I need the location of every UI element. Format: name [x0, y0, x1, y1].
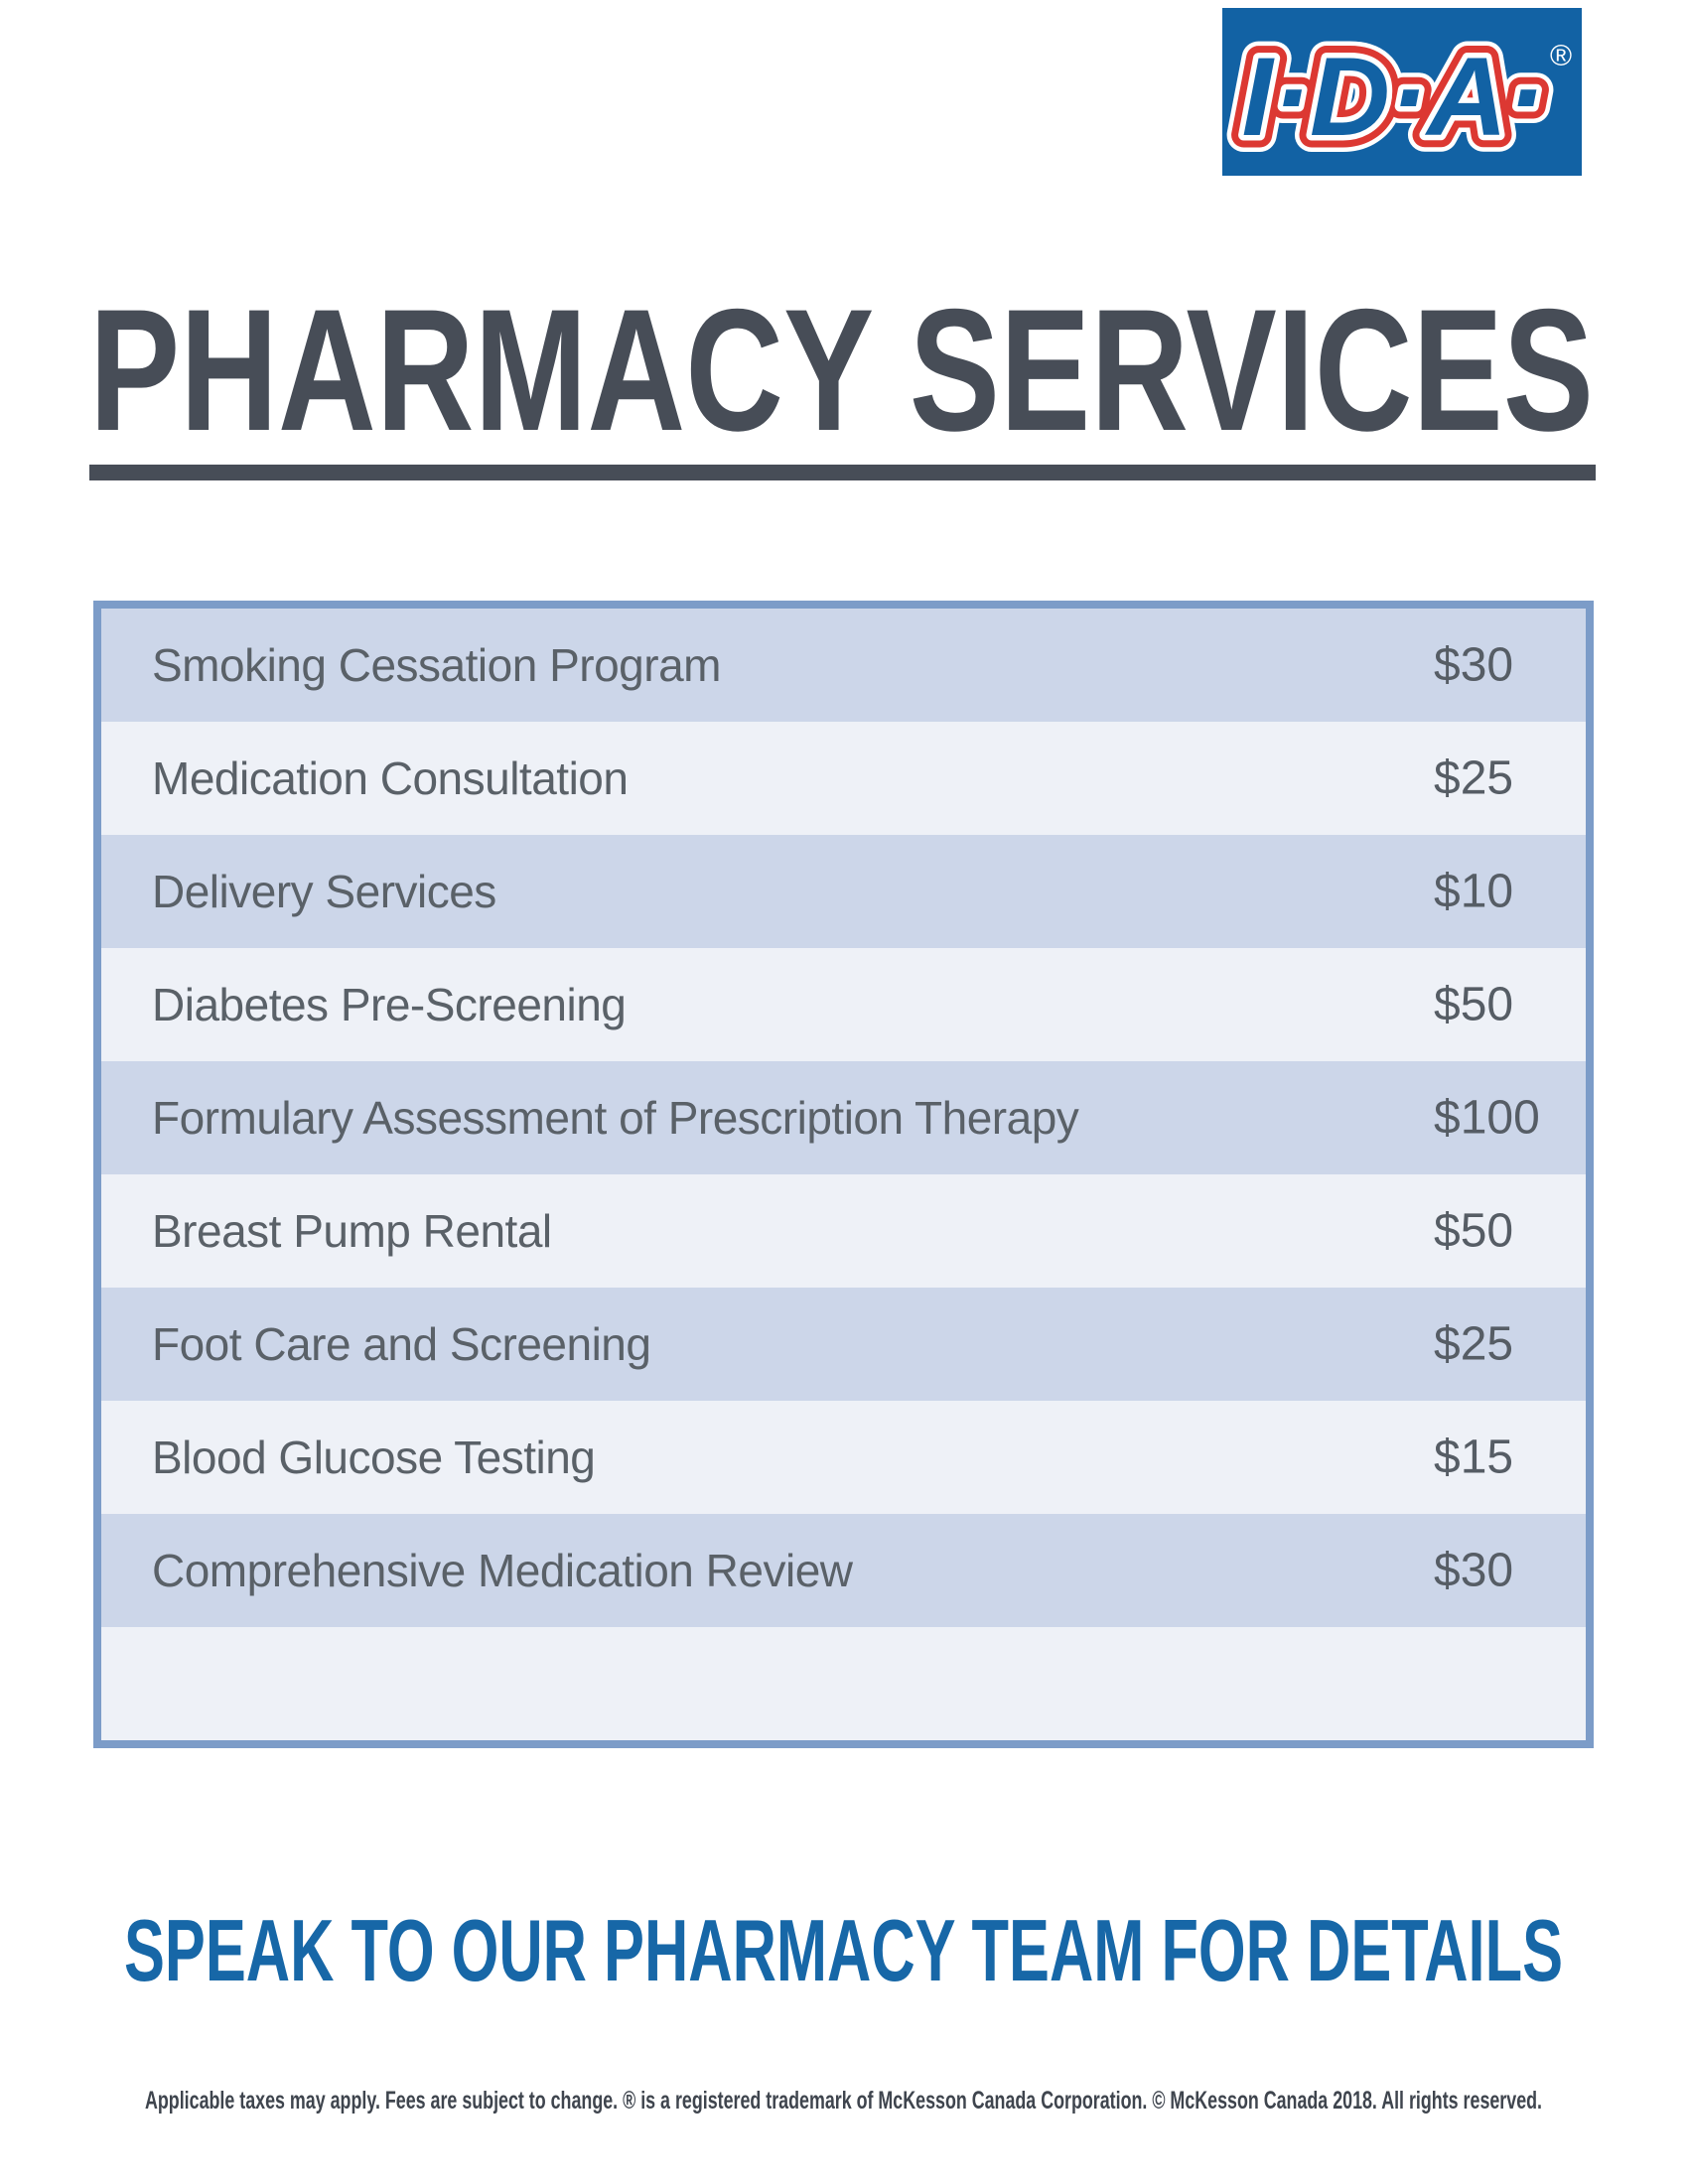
service-price: $30 — [1434, 638, 1514, 692]
ida-logo-wordmark: I·D·A· — [1242, 35, 1545, 159]
service-name: Medication Consultation — [152, 752, 629, 804]
service-price: $25 — [1434, 751, 1514, 805]
cta-heading: SPEAK TO OUR PHARMACY TEAM FOR DETAILS — [124, 1903, 1563, 1999]
page-title: PHARMACY SERVICES — [89, 298, 1594, 467]
ida-logo-wordmark: I·D·A· — [1242, 35, 1545, 159]
service-name: Smoking Cessation Program — [152, 639, 721, 691]
service-price: $15 — [1434, 1431, 1514, 1484]
services-table: Smoking Cessation Program $30 Medication… — [93, 601, 1594, 1748]
registered-trademark-icon: ® — [1550, 40, 1572, 72]
service-name: Foot Care and Screening — [152, 1318, 651, 1370]
cta-heading-text: SPEAK TO OUR PHARMACY TEAM FOR DETAILS — [124, 1903, 1563, 1999]
service-row: Comprehensive Medication Review $30 — [101, 1514, 1586, 1627]
service-price: $50 — [1434, 978, 1514, 1031]
service-price: $30 — [1434, 1544, 1514, 1597]
service-price: $25 — [1434, 1317, 1514, 1371]
title-underline — [89, 465, 1596, 480]
service-row: Foot Care and Screening $25 — [101, 1288, 1586, 1401]
service-name: Formulary Assessment of Prescription The… — [152, 1092, 1079, 1144]
service-price: $10 — [1434, 865, 1514, 918]
table-filler-row — [101, 1627, 1586, 1740]
ida-logo-wordmark: I·D·A· — [1242, 35, 1545, 159]
service-name: Blood Glucose Testing — [152, 1432, 596, 1483]
ida-logo: I·D·A· I·D·A· I·D·A· I·D·A· ® — [1222, 8, 1582, 176]
service-name: Comprehensive Medication Review — [152, 1545, 853, 1596]
ida-logo-wordmark: I·D·A· — [1242, 35, 1545, 159]
service-row: Diabetes Pre-Screening $50 — [101, 948, 1586, 1061]
service-row: Medication Consultation $25 — [101, 722, 1586, 835]
service-price: $100 — [1434, 1091, 1540, 1145]
service-name: Delivery Services — [152, 866, 496, 917]
service-row: Delivery Services $10 — [101, 835, 1586, 948]
legal-text-line: Applicable taxes may apply. Fees are sub… — [145, 2087, 1542, 2115]
page-title-text: PHARMACY SERVICES — [89, 298, 1594, 467]
ida-logo-background — [1222, 8, 1582, 176]
service-name: Breast Pump Rental — [152, 1205, 552, 1257]
service-price: $50 — [1434, 1204, 1514, 1258]
service-row: Formulary Assessment of Prescription The… — [101, 1061, 1586, 1174]
legal-text: Applicable taxes may apply. Fees are sub… — [145, 2087, 1542, 2115]
service-name: Diabetes Pre-Screening — [152, 979, 627, 1030]
service-row: Breast Pump Rental $50 — [101, 1174, 1586, 1288]
service-row: Blood Glucose Testing $15 — [101, 1401, 1586, 1514]
service-row: Smoking Cessation Program $30 — [101, 609, 1586, 722]
